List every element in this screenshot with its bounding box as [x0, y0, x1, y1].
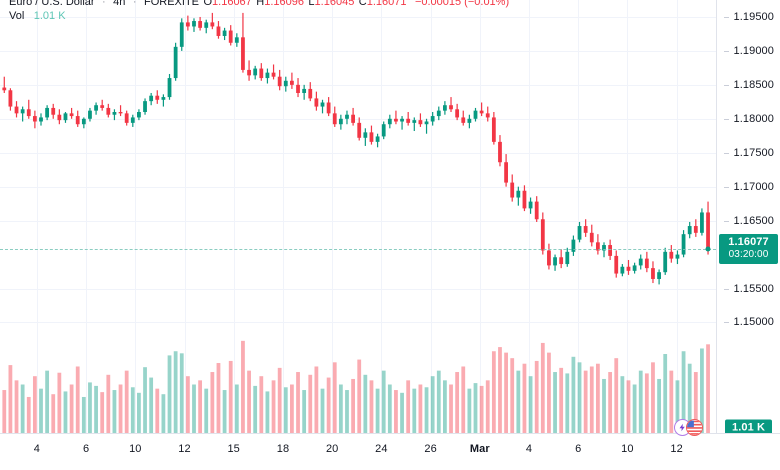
- price-tick-dash: [723, 288, 729, 290]
- time-axis-tick: Mar: [469, 443, 490, 455]
- grid-line-vertical: [283, 0, 284, 433]
- grid-line-vertical: [36, 0, 38, 433]
- us-flag-icon[interactable]: [686, 419, 703, 436]
- grid-line-horizontal: [0, 152, 716, 154]
- price-axis-tick: 1.18500: [723, 79, 774, 91]
- price-tick-dash: [723, 50, 729, 52]
- time-axis-tick: 26: [424, 443, 437, 455]
- grid-line-vertical: [627, 0, 629, 433]
- grid-line-vertical: [86, 0, 88, 433]
- current-price-value: 1.16077: [728, 236, 769, 249]
- candlestick-series: [2, 12, 710, 433]
- grid-line-vertical: [332, 0, 334, 433]
- price-axis-tick: 1.16500: [723, 215, 774, 227]
- grid-line-horizontal: [0, 288, 716, 290]
- last-price-line: [0, 249, 716, 251]
- time-axis-tick: 24: [375, 443, 388, 455]
- price-tick-dash: [723, 17, 729, 18]
- price-axis-tick: 1.15000: [723, 316, 774, 328]
- last-price-dot: [705, 246, 711, 252]
- time-axis-tick: 20: [325, 443, 339, 455]
- price-tick-dash: [723, 84, 729, 86]
- time-axis-tick: 10: [621, 443, 634, 455]
- grid-line-vertical: [381, 0, 383, 433]
- price-axis-tick: 1.17000: [723, 181, 774, 193]
- current-price-countdown: 03:20:00: [728, 249, 769, 261]
- grid-line-vertical: [676, 0, 678, 433]
- time-axis-tick: 6: [82, 443, 90, 455]
- price-tick-dash: [723, 118, 729, 120]
- price-axis-tick: 1.19000: [723, 45, 774, 57]
- time-axis-tick: 4: [525, 443, 533, 455]
- time-axis[interactable]: 4 6 10 12 15 18 20 24 26 Mar 4 6 10 12: [0, 433, 780, 470]
- time-axis-tick: 15: [227, 443, 240, 455]
- grid-line-vertical: [479, 0, 481, 433]
- grid-line-vertical: [233, 0, 235, 433]
- price-tick-dash: [723, 322, 729, 324]
- price-axis-tick: 1.18000: [723, 113, 774, 125]
- price-axis-tick: 1.19500: [723, 11, 774, 23]
- grid-line-horizontal: [0, 186, 716, 188]
- grid-line-horizontal: [0, 322, 716, 324]
- price-tick-dash: [723, 220, 729, 222]
- grid-line-horizontal: [0, 17, 716, 18]
- price-pane[interactable]: [0, 0, 716, 433]
- grid-line-horizontal: [0, 50, 716, 52]
- grid-line-vertical: [135, 0, 137, 433]
- price-tick-dash: [723, 186, 729, 188]
- price-axis-tick: 1.15500: [723, 283, 774, 295]
- price-tick-dash: [723, 152, 729, 154]
- grid-line-horizontal: [0, 220, 716, 222]
- grid-line-horizontal: [0, 118, 716, 120]
- price-axis[interactable]: 1.19500 1.19000 1.18500 1.18000 1.17500 1.170…: [716, 0, 780, 437]
- time-axis-tick: 12: [670, 443, 683, 455]
- price-axis-tick: 1.17500: [723, 147, 774, 159]
- time-axis-tick: 12: [178, 443, 191, 455]
- chart-badges[interactable]: [674, 419, 703, 436]
- time-axis-tick: 6: [575, 443, 582, 455]
- grid-line-vertical: [578, 0, 580, 433]
- grid-line-vertical: [184, 0, 186, 433]
- time-axis-tick: 10: [129, 443, 142, 455]
- volume-badge[interactable]: 1.01 K: [725, 419, 773, 437]
- time-axis-tick: 18: [276, 443, 290, 455]
- time-axis-tick: 4: [33, 443, 40, 455]
- grid-line-vertical: [430, 0, 432, 433]
- grid-line-horizontal: [0, 84, 716, 86]
- current-price-badge[interactable]: 1.16077 03:20:00: [719, 234, 778, 265]
- grid-line-vertical: [529, 0, 530, 433]
